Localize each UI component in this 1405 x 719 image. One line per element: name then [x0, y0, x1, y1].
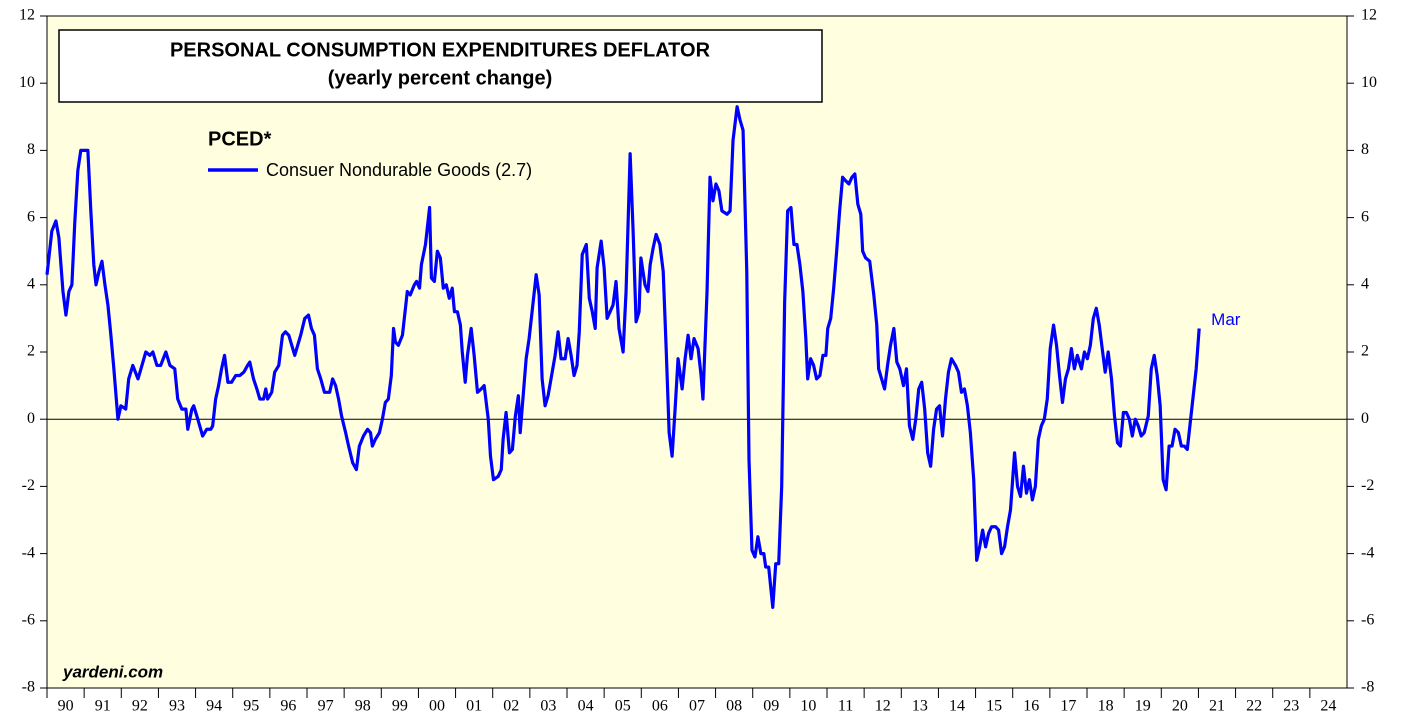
x-tick-label: 23 — [1283, 698, 1299, 715]
y2-tick-label: 6 — [1361, 208, 1369, 225]
x-tick-label: 19 — [1135, 698, 1151, 715]
y-tick-label: -8 — [22, 679, 35, 696]
x-tick-label: 13 — [912, 698, 928, 715]
x-tick-label: 06 — [652, 698, 668, 715]
x-tick-label: 92 — [132, 698, 148, 715]
y-tick-label: -4 — [22, 544, 35, 561]
x-tick-label: 93 — [169, 698, 185, 715]
x-tick-label: 18 — [1098, 698, 1114, 715]
x-tick-label: 20 — [1172, 698, 1188, 715]
x-tick-label: 22 — [1246, 698, 1262, 715]
x-tick-label: 91 — [95, 698, 111, 715]
y-tick-label: 6 — [27, 208, 35, 225]
x-tick-label: 11 — [838, 698, 853, 715]
y2-tick-label: 2 — [1361, 343, 1369, 360]
legend-title: PCED* — [208, 128, 272, 150]
x-tick-label: 03 — [540, 698, 556, 715]
x-tick-label: 98 — [355, 698, 371, 715]
y-tick-label: -2 — [22, 477, 35, 494]
x-tick-label: 17 — [1060, 698, 1076, 715]
x-tick-label: 99 — [392, 698, 408, 715]
y-tick-label: 4 — [27, 275, 35, 292]
y-tick-label: 10 — [19, 74, 35, 91]
x-tick-label: 96 — [280, 698, 296, 715]
x-tick-label: 08 — [726, 698, 742, 715]
y2-tick-label: -6 — [1361, 611, 1374, 628]
x-tick-label: 05 — [615, 698, 631, 715]
x-tick-label: 07 — [689, 698, 705, 715]
x-tick-label: 14 — [949, 698, 965, 715]
y-tick-label: 8 — [27, 141, 35, 158]
chart-title: PERSONAL CONSUMPTION EXPENDITURES DEFLAT… — [170, 39, 711, 61]
y-tick-label: 0 — [27, 410, 35, 427]
x-tick-label: 02 — [503, 698, 519, 715]
x-tick-label: 90 — [58, 698, 74, 715]
x-tick-label: 09 — [763, 698, 779, 715]
x-tick-label: 00 — [429, 698, 445, 715]
y-tick-label: 2 — [27, 343, 35, 360]
x-tick-label: 12 — [875, 698, 891, 715]
legend-label: Consuer Nondurable Goods (2.7) — [266, 160, 532, 180]
source: yardeni.com — [62, 662, 163, 681]
y2-tick-label: 4 — [1361, 275, 1369, 292]
x-tick-label: 24 — [1320, 698, 1336, 715]
y-tick-label: -6 — [22, 611, 35, 628]
y-tick-label: 12 — [19, 7, 35, 24]
x-tick-label: 95 — [243, 698, 259, 715]
series-line — [45, 105, 1201, 609]
x-tick-label: 94 — [206, 698, 222, 715]
marks — [45, 105, 1347, 609]
y2-tick-label: -4 — [1361, 544, 1374, 561]
x-tick-label: 04 — [578, 698, 594, 715]
chart-subtitle: (yearly percent change) — [328, 67, 553, 89]
annotation: Mar — [1211, 310, 1241, 329]
x-tick-label: 16 — [1023, 698, 1039, 715]
y2-tick-label: 0 — [1361, 410, 1369, 427]
y2-tick-label: -8 — [1361, 679, 1374, 696]
title-box — [58, 29, 823, 103]
y2-tick-label: 8 — [1361, 141, 1369, 158]
x-tick-label: 21 — [1209, 698, 1225, 715]
y2-tick-label: 10 — [1361, 74, 1377, 91]
x-tick-label: 01 — [466, 698, 482, 715]
x-tick-label: 15 — [986, 698, 1002, 715]
x-tick-label: 97 — [318, 698, 334, 715]
y2-tick-label: 12 — [1361, 7, 1377, 24]
y2-tick-label: -2 — [1361, 477, 1374, 494]
x-tick-label: 10 — [800, 698, 816, 715]
